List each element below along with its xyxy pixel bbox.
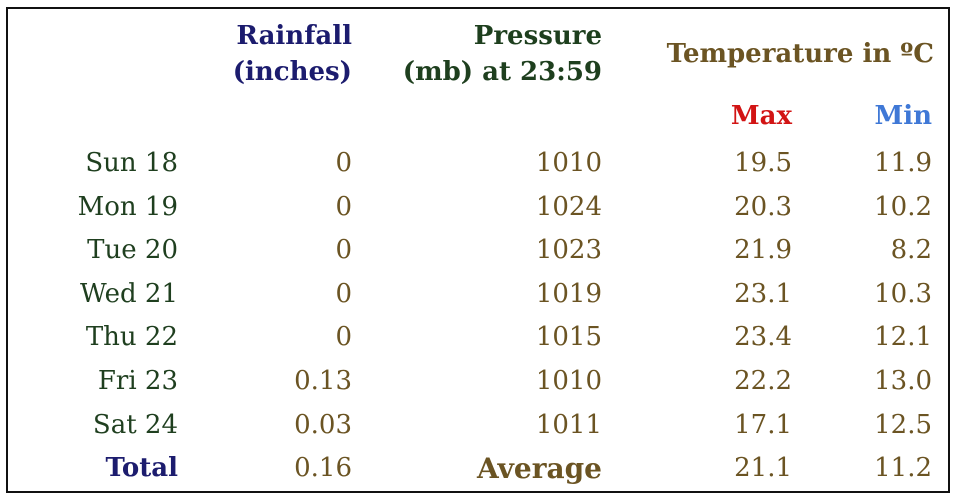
day-cell: Thu 22 — [85, 322, 178, 352]
min-temp-cell: 10.3 — [874, 279, 932, 309]
rainfall-cell: 0.03 — [294, 410, 352, 440]
pressure-cell: 1015 — [535, 322, 602, 352]
min-temp-cell: 11.9 — [874, 148, 932, 178]
day-cell: Tue 20 — [87, 235, 178, 265]
pressure-cell: 1024 — [535, 192, 602, 222]
rainfall-cell: 0 — [335, 322, 352, 352]
header-rainfall-line1: Rainfall — [236, 21, 352, 51]
min-temp-cell: 12.5 — [874, 410, 932, 440]
day-cell: Sun 18 — [85, 148, 178, 178]
pressure-cell: 1010 — [535, 148, 602, 178]
max-average: 21.1 — [734, 453, 792, 483]
pressure-cell: 1011 — [535, 410, 602, 440]
rainfall-cell: 0 — [335, 235, 352, 265]
weather-table: Rainfall (inches) Pressure (mb) at 23:59… — [6, 7, 950, 493]
header-pressure-line2: (mb) at 23:59 — [402, 57, 602, 87]
day-cell: Fri 23 — [97, 366, 178, 396]
rainfall-total: 0.16 — [294, 453, 352, 483]
header-temperature: Temperature in ºC — [666, 39, 934, 69]
min-temp-cell: 8.2 — [890, 235, 932, 265]
day-cell: Wed 21 — [80, 279, 178, 309]
header-max: Max — [730, 101, 792, 131]
max-temp-cell: 17.1 — [734, 410, 792, 440]
day-cell: Mon 19 — [77, 192, 178, 222]
day-cell: Sat 24 — [92, 410, 178, 440]
max-temp-cell: 23.1 — [734, 279, 792, 309]
max-temp-cell: 19.5 — [734, 148, 792, 178]
header-pressure-line1: Pressure — [473, 21, 602, 51]
max-temp-cell: 23.4 — [734, 322, 792, 352]
rainfall-cell: 0.13 — [294, 366, 352, 396]
header-min: Min — [874, 101, 932, 131]
pressure-cell: 1023 — [535, 235, 602, 265]
min-temp-cell: 13.0 — [874, 366, 932, 396]
rainfall-cell: 0 — [335, 148, 352, 178]
pressure-cell: 1010 — [535, 366, 602, 396]
min-temp-cell: 10.2 — [874, 192, 932, 222]
max-temp-cell: 22.2 — [734, 366, 792, 396]
pressure-cell: 1019 — [535, 279, 602, 309]
average-label: Average — [477, 452, 602, 485]
max-temp-cell: 20.3 — [734, 192, 792, 222]
rainfall-cell: 0 — [335, 279, 352, 309]
total-label: Total — [105, 453, 178, 483]
rainfall-cell: 0 — [335, 192, 352, 222]
max-temp-cell: 21.9 — [734, 235, 792, 265]
header-rainfall-line2: (inches) — [232, 57, 352, 87]
min-average: 11.2 — [874, 453, 932, 483]
min-temp-cell: 12.1 — [874, 322, 932, 352]
